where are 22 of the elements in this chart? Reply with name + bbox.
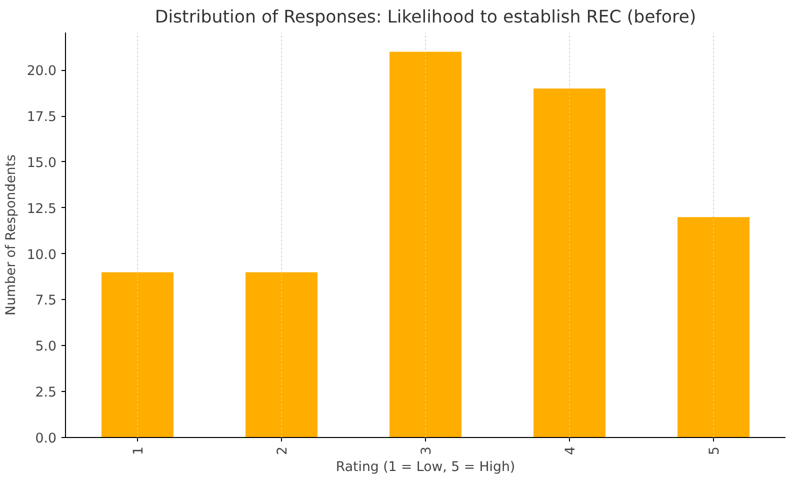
x-axis-title: Rating (1 = Low, 5 = High) bbox=[336, 460, 516, 475]
y-tick-label: 17.5 bbox=[26, 110, 57, 126]
x-tick-label: 3 bbox=[420, 446, 434, 455]
x-tick-label: 1 bbox=[132, 446, 146, 455]
bar bbox=[534, 88, 606, 438]
bar bbox=[390, 52, 462, 438]
bar bbox=[102, 272, 174, 438]
x-tick-label: 2 bbox=[276, 446, 290, 455]
y-tick-label: 12.5 bbox=[26, 202, 57, 217]
bar bbox=[678, 217, 750, 438]
y-tick-label: 5.0 bbox=[35, 340, 57, 355]
y-tick-label: 10.0 bbox=[26, 248, 57, 263]
y-tick-label: 20.0 bbox=[26, 64, 57, 80]
y-tick-label: 0.0 bbox=[35, 432, 57, 446]
x-tick-label: 4 bbox=[564, 446, 578, 455]
y-tick-label: 2.5 bbox=[35, 386, 57, 401]
x-tick-label: 5 bbox=[708, 446, 722, 455]
y-tick-label: 7.5 bbox=[35, 294, 57, 309]
y-axis-title: Number of Respondents bbox=[4, 154, 19, 316]
y-tick-label: 15.0 bbox=[26, 156, 57, 171]
bar bbox=[246, 272, 318, 438]
chart-title: Distribution of Responses: Likelihood to establish REC (before) bbox=[154, 8, 696, 28]
